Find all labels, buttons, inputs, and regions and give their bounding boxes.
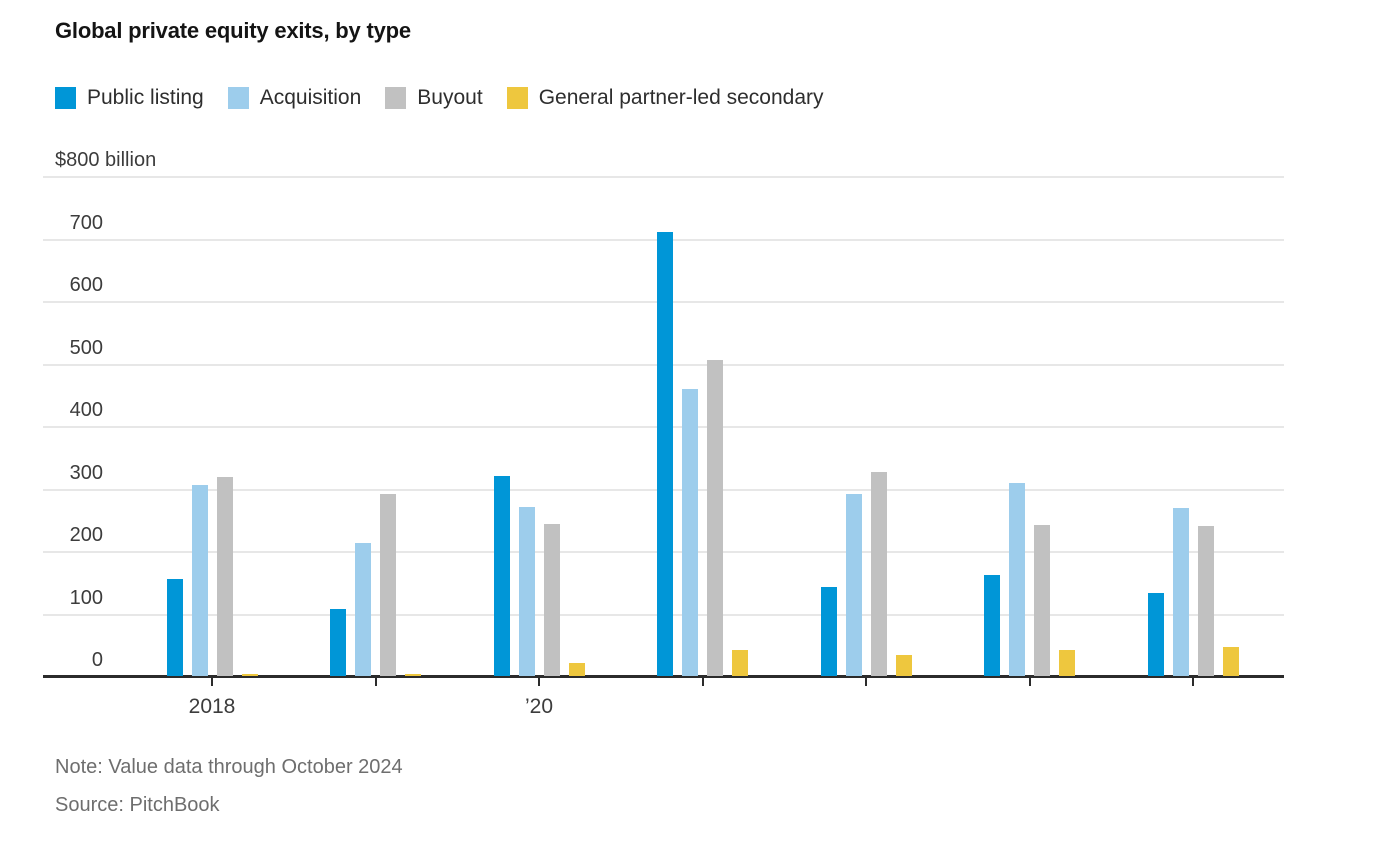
bar-2024-acquisition	[1172, 508, 1189, 676]
bar-2022-acquisition	[845, 494, 862, 676]
bar-2020-general-partner-led-secondary	[568, 663, 585, 676]
bar-2021-buyout	[707, 360, 723, 676]
bar-2019-acquisition	[355, 543, 371, 676]
legend-label-general-partner-led-secondary: General partner-led secondary	[538, 86, 824, 109]
x-axis-tick-2018	[211, 678, 213, 686]
legend-swatch-general-partner-led-secondary	[506, 87, 528, 109]
y-axis-tick-label-0: 0	[91, 649, 103, 671]
bar-2022-public-listing	[820, 587, 837, 676]
x-axis-label-20: ’20	[524, 695, 554, 718]
y-axis-tick-label-600: 600	[69, 274, 103, 296]
bar-2021-acquisition	[682, 389, 698, 676]
chart-source: Source: PitchBook	[55, 794, 220, 816]
bar-2021-general-partner-led-secondary	[732, 650, 748, 676]
y-axis-tick-label-200: 200	[69, 524, 103, 546]
chart-footnotes: Note: Value data through October 2024 So…	[55, 748, 403, 824]
bar-2023-acquisition	[1009, 483, 1025, 676]
y-axis-unit-label: $800 billion	[55, 149, 157, 171]
legend-swatch-public-listing	[55, 87, 76, 109]
legend-swatch-buyout	[385, 87, 407, 109]
bar-2020-public-listing	[493, 476, 510, 676]
x-axis-line	[43, 675, 1284, 678]
legend-swatch-acquisition	[227, 87, 249, 109]
bar-2024-buyout	[1197, 526, 1214, 676]
x-axis-tick-2024	[1192, 678, 1194, 686]
y-axis-tick-label-500: 500	[69, 336, 103, 359]
bar-2024-public-listing	[1147, 593, 1164, 676]
x-axis-tick-2020	[538, 678, 540, 686]
bar-2023-buyout	[1034, 525, 1050, 676]
legend-label-acquisition: Acquisition	[259, 86, 362, 109]
chart-note: Note: Value data through October 2024	[55, 756, 403, 778]
legend-label-public-listing: Public listing	[87, 86, 204, 109]
gridline-800	[43, 176, 1284, 178]
legend-item-public-listing: Public listing	[55, 86, 204, 110]
bar-chart-plot-area: 0 100 200 300 400 500 600 700 $800 billion 2018 ’2…	[43, 149, 1284, 718]
bar-2023-general-partner-led-secondary	[1059, 650, 1075, 676]
chart-legend: Public listing Acquisition Buyout General p…	[55, 86, 824, 110]
x-axis-tick-2019	[374, 678, 377, 686]
y-axis-tick-label-400: 400	[69, 399, 103, 421]
bar-2019-public-listing	[330, 609, 346, 676]
bar-2018-acquisition	[191, 485, 208, 676]
x-axis-label-2018: 2018	[188, 695, 236, 718]
legend-item-buyout: Buyout	[385, 86, 483, 110]
x-axis-tick-2022	[865, 678, 867, 686]
bar-2019-buyout	[380, 494, 396, 676]
legend-item-acquisition: Acquisition	[227, 86, 362, 110]
bar-2021-public-listing	[657, 232, 673, 676]
x-axis-tick-2021	[701, 678, 704, 686]
bar-2020-buyout	[543, 524, 560, 676]
y-axis-tick-label-100: 100	[69, 586, 103, 609]
x-axis-tick-2023	[1028, 678, 1031, 686]
bar-2023-public-listing	[984, 575, 1000, 676]
y-axis-tick-label-300: 300	[69, 461, 103, 484]
bar-2022-buyout	[870, 472, 887, 676]
chart-title: Global private equity exits, by type	[55, 18, 411, 43]
bar-2018-public-listing	[166, 579, 183, 676]
bar-2020-acquisition	[518, 507, 535, 676]
legend-item-general-partner-led-secondary: General partner-led secondary	[506, 86, 824, 110]
bar-2024-general-partner-led-secondary	[1222, 647, 1239, 676]
y-axis-tick-label-700: 700	[69, 211, 103, 234]
bar-2018-buyout	[216, 477, 233, 676]
bar-2022-general-partner-led-secondary	[895, 655, 912, 676]
bar-2018-general-partner-led-secondary	[241, 674, 258, 676]
bar-2019-general-partner-led-secondary	[405, 674, 421, 676]
legend-label-buyout: Buyout	[417, 86, 483, 109]
